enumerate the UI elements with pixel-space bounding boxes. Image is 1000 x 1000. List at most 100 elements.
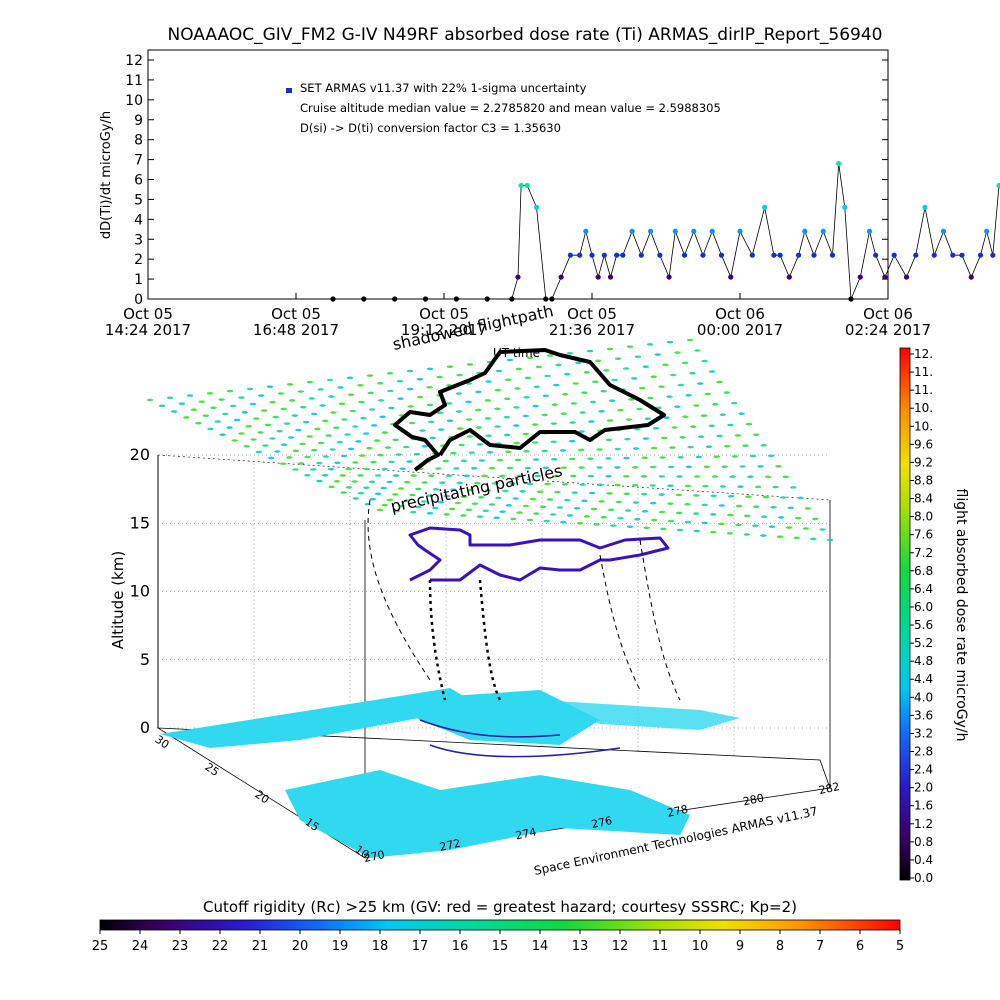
particle-dot bbox=[206, 392, 214, 395]
particle-dot bbox=[368, 480, 376, 484]
particle-dot bbox=[190, 408, 198, 412]
particle-dot bbox=[466, 435, 474, 438]
particle-dot bbox=[360, 416, 367, 420]
longitude-tick-label: 274 bbox=[514, 825, 537, 842]
particle-dot bbox=[641, 510, 649, 513]
particle-dot bbox=[767, 454, 775, 458]
particle-dot bbox=[513, 441, 520, 445]
particle-dot bbox=[403, 445, 410, 449]
data-point bbox=[968, 274, 974, 280]
particle-dot bbox=[795, 516, 802, 520]
particle-dot bbox=[195, 421, 202, 425]
y-tick-label: 8 bbox=[134, 133, 143, 149]
data-point bbox=[842, 204, 848, 210]
particle-dot bbox=[333, 480, 341, 483]
particle-dot bbox=[608, 399, 616, 403]
y-tick-label: 0 bbox=[134, 292, 143, 308]
data-point bbox=[903, 274, 910, 280]
particle-dot bbox=[570, 402, 578, 405]
particle-dot bbox=[519, 490, 526, 493]
particle-dot bbox=[427, 420, 435, 424]
particle-dot bbox=[230, 404, 237, 408]
particle-dot bbox=[793, 536, 800, 540]
horizontal-colorbar-tick-label: 18 bbox=[372, 939, 389, 954]
particle-dot bbox=[327, 467, 335, 471]
particle-dot bbox=[471, 502, 479, 506]
vertical-colorbar-tick-label: 11. bbox=[914, 383, 933, 397]
particle-dot bbox=[337, 386, 344, 389]
particle-dot bbox=[262, 444, 269, 447]
particle-dot bbox=[588, 491, 596, 495]
vertical-colorbar-tick-label: 3.6 bbox=[914, 708, 933, 722]
particle-dot bbox=[499, 510, 506, 513]
particle-dot bbox=[607, 508, 615, 512]
particle-dot bbox=[387, 389, 394, 393]
particle-dot bbox=[432, 506, 439, 510]
data-point bbox=[882, 274, 888, 280]
particle-dot bbox=[550, 513, 557, 516]
particle-dot bbox=[283, 422, 291, 425]
particle-dot bbox=[238, 432, 245, 435]
particle-dot bbox=[573, 507, 581, 510]
particle-dot bbox=[624, 509, 632, 512]
horizontal-colorbar-tick-label: 15 bbox=[492, 939, 509, 954]
particle-dot bbox=[379, 415, 386, 419]
particle-dot bbox=[415, 487, 422, 491]
x-tick-label-time: 02:24 2017 bbox=[845, 321, 931, 339]
particle-dot bbox=[326, 378, 334, 382]
particle-dot bbox=[681, 361, 689, 365]
particle-dot bbox=[710, 513, 717, 516]
particle-dot bbox=[598, 500, 605, 503]
vertical-colorbar-tick-label: 8.8 bbox=[914, 473, 933, 487]
particle-dot bbox=[339, 474, 346, 477]
altitude-tick-label: 10 bbox=[130, 582, 150, 601]
data-point bbox=[786, 274, 792, 280]
particle-dot bbox=[684, 484, 692, 488]
particle-dot bbox=[454, 501, 462, 505]
particle-dot bbox=[357, 491, 365, 495]
particle-dot bbox=[546, 354, 554, 357]
particle-dot bbox=[595, 359, 602, 363]
particle-dot bbox=[465, 418, 473, 421]
particle-dot bbox=[318, 441, 325, 445]
particle-dot bbox=[628, 398, 635, 401]
particle-dot bbox=[158, 404, 166, 408]
particle-dot bbox=[533, 385, 540, 389]
particle-dot bbox=[426, 386, 433, 389]
particle-dot bbox=[560, 466, 567, 470]
particle-dot bbox=[495, 369, 503, 373]
vertical-colorbar-tick-label: 7.6 bbox=[914, 528, 933, 542]
particle-dot bbox=[797, 496, 804, 500]
particle-dot bbox=[523, 450, 530, 453]
data-point bbox=[392, 296, 398, 302]
particle-dot bbox=[509, 482, 516, 485]
particle-dot bbox=[233, 418, 241, 422]
particle-dot bbox=[369, 497, 376, 501]
particle-dot bbox=[364, 502, 372, 506]
y-tick-label: 2 bbox=[134, 252, 143, 268]
particle-dot bbox=[596, 448, 603, 451]
vertical-colorbar-tick-label: 1.6 bbox=[914, 799, 933, 813]
particle-dot bbox=[396, 379, 404, 383]
particle-dot bbox=[600, 389, 607, 393]
data-point bbox=[802, 228, 808, 234]
particle-dot bbox=[738, 412, 745, 416]
vertical-colorbar-tick-label: 5.2 bbox=[914, 636, 933, 650]
data-point bbox=[638, 252, 644, 258]
vertical-colorbar-tick-label: 2.4 bbox=[914, 763, 933, 777]
horizontal-colorbar-tick-label: 24 bbox=[132, 939, 149, 954]
3d-flightpath-vertical bbox=[428, 579, 502, 701]
data-point bbox=[836, 160, 842, 167]
particle-dot bbox=[703, 465, 710, 469]
particle-dot bbox=[352, 425, 359, 428]
particle-dot bbox=[368, 408, 376, 411]
data-point bbox=[913, 252, 919, 258]
particle-dot bbox=[692, 512, 700, 515]
particle-dot bbox=[295, 428, 302, 432]
particle-dot bbox=[534, 474, 541, 478]
particle-dot bbox=[404, 480, 411, 484]
particle-dot bbox=[569, 421, 576, 424]
particle-dot bbox=[643, 526, 650, 530]
particle-dot bbox=[272, 415, 279, 419]
